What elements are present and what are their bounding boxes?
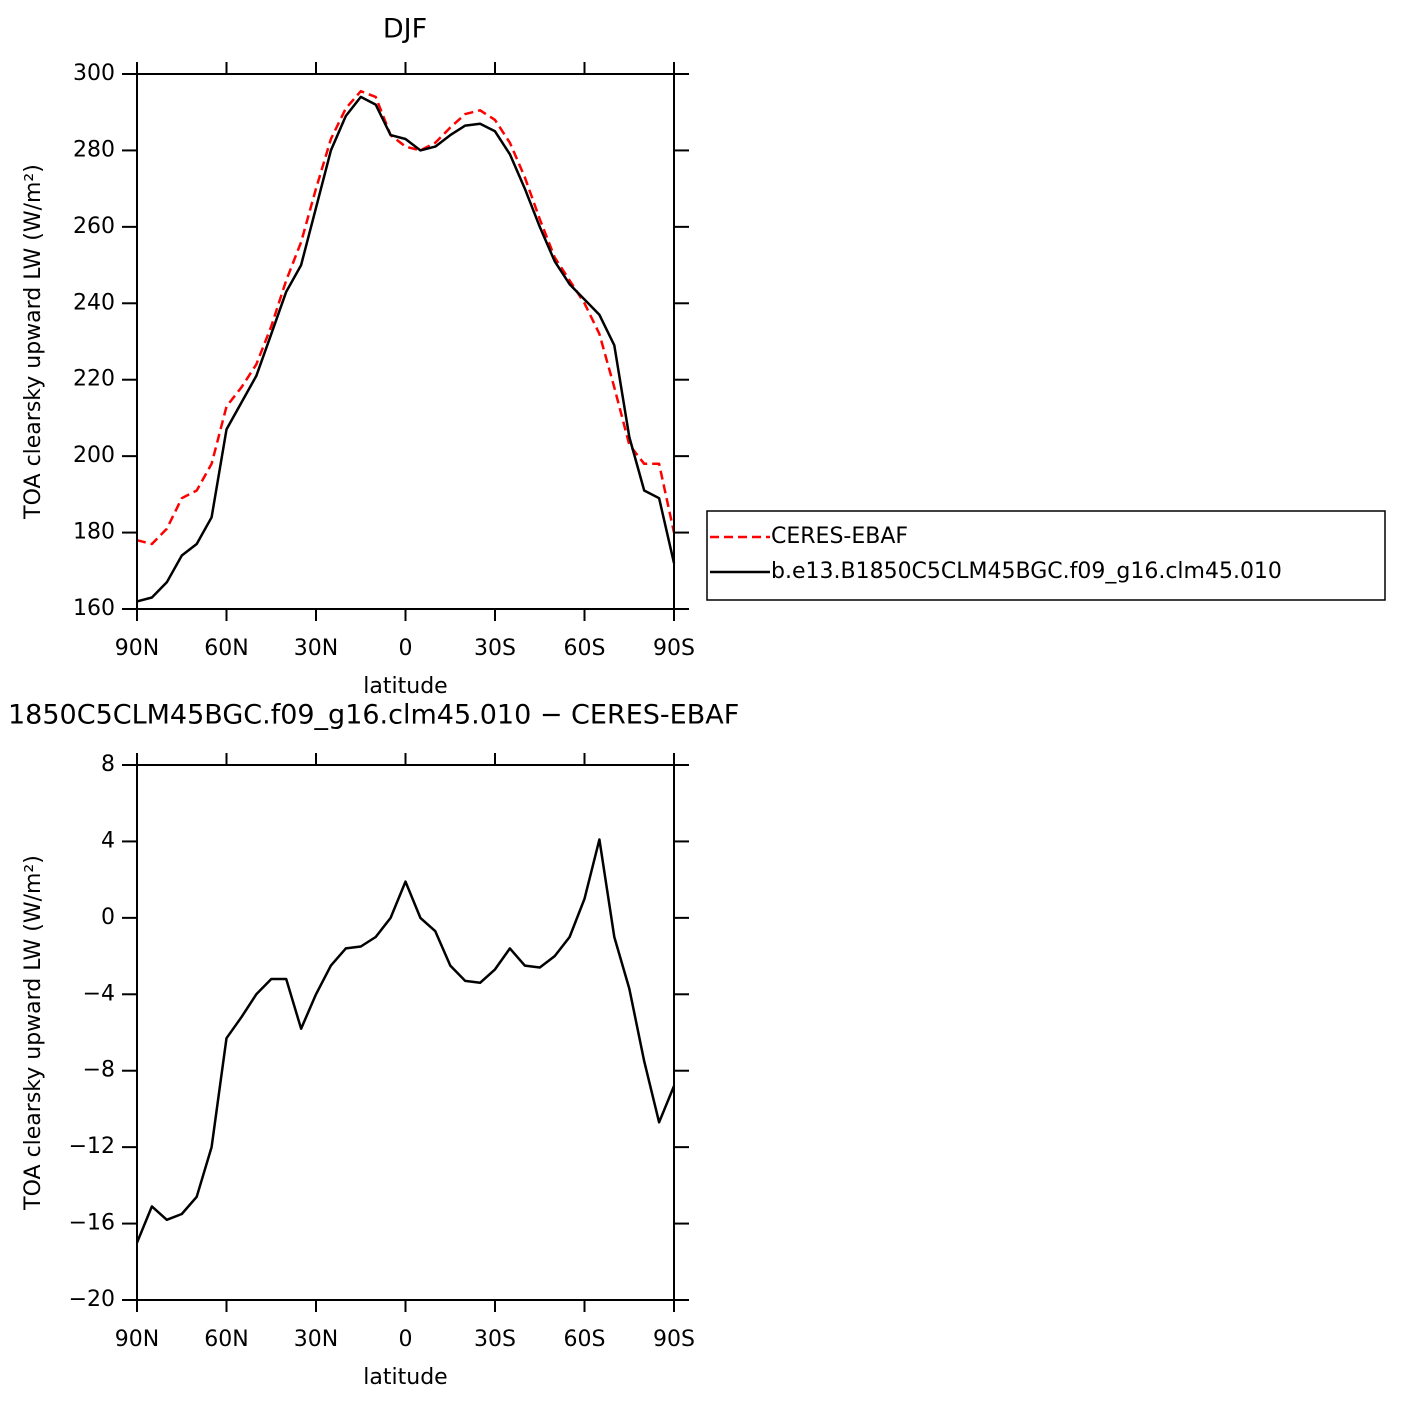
data-line (136, 95, 676, 603)
y-tick-label: −20 (69, 1287, 115, 1312)
y-axis-title: TOA clearsky upward LW (W/m²) (21, 164, 46, 520)
legend-box (706, 510, 1386, 601)
legend-label: b.e13.B1850C5CLM45BGC.f09_g16.clm45.010 (771, 559, 1282, 584)
y-tick-label: 260 (73, 214, 115, 239)
x-tick-label: 60S (564, 1327, 606, 1352)
y-tick-label: −12 (69, 1134, 115, 1159)
x-axis-title: latitude (363, 1365, 447, 1390)
x-tick-label: 60N (204, 1327, 248, 1352)
plot-frame (136, 73, 675, 610)
y-tick-label: 220 (73, 367, 115, 392)
x-tick-label: 30S (474, 1327, 516, 1352)
y-tick-label: −4 (83, 981, 115, 1006)
legend-label: CERES-EBAF (771, 524, 908, 549)
y-tick-label: 240 (73, 290, 115, 315)
chart-title: DJF (383, 14, 427, 45)
x-tick-label: 30S (474, 636, 516, 661)
chart-title: 1850C5CLM45BGC.f09_g16.clm45.010 − CERES… (8, 700, 739, 731)
x-tick-label: 90S (653, 1327, 695, 1352)
y-tick-label: 300 (73, 61, 115, 86)
y-tick-label: 280 (73, 137, 115, 162)
y-tick-label: 8 (101, 752, 115, 777)
y-tick-label: −16 (69, 1211, 115, 1236)
x-tick-label: 0 (399, 1327, 413, 1352)
x-tick-label: 0 (399, 636, 413, 661)
y-tick-label: 160 (73, 596, 115, 621)
x-tick-label: 90S (653, 636, 695, 661)
y-tick-label: 180 (73, 520, 115, 545)
y-tick-label: −8 (83, 1058, 115, 1083)
x-tick-label: 30N (294, 636, 338, 661)
x-axis-title: latitude (363, 674, 447, 699)
plot-frame (136, 764, 675, 1301)
y-axis-title: TOA clearsky upward LW (W/m²) (21, 855, 46, 1211)
x-tick-label: 90N (115, 636, 159, 661)
x-tick-label: 60S (564, 636, 606, 661)
x-tick-label: 60N (204, 636, 248, 661)
x-tick-label: 90N (115, 1327, 159, 1352)
data-line (135, 838, 676, 1244)
y-tick-label: 4 (101, 828, 115, 853)
x-tick-label: 30N (294, 1327, 338, 1352)
data-line (136, 89, 676, 546)
y-tick-label: 0 (101, 905, 115, 930)
y-tick-label: 200 (73, 443, 115, 468)
